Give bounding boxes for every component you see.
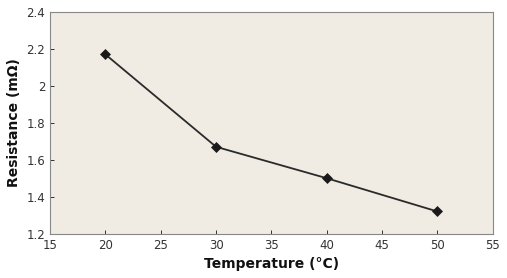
X-axis label: Temperature (°C): Temperature (°C) bbox=[204, 257, 339, 271]
Y-axis label: Resistance (mΩ): Resistance (mΩ) bbox=[7, 58, 21, 187]
